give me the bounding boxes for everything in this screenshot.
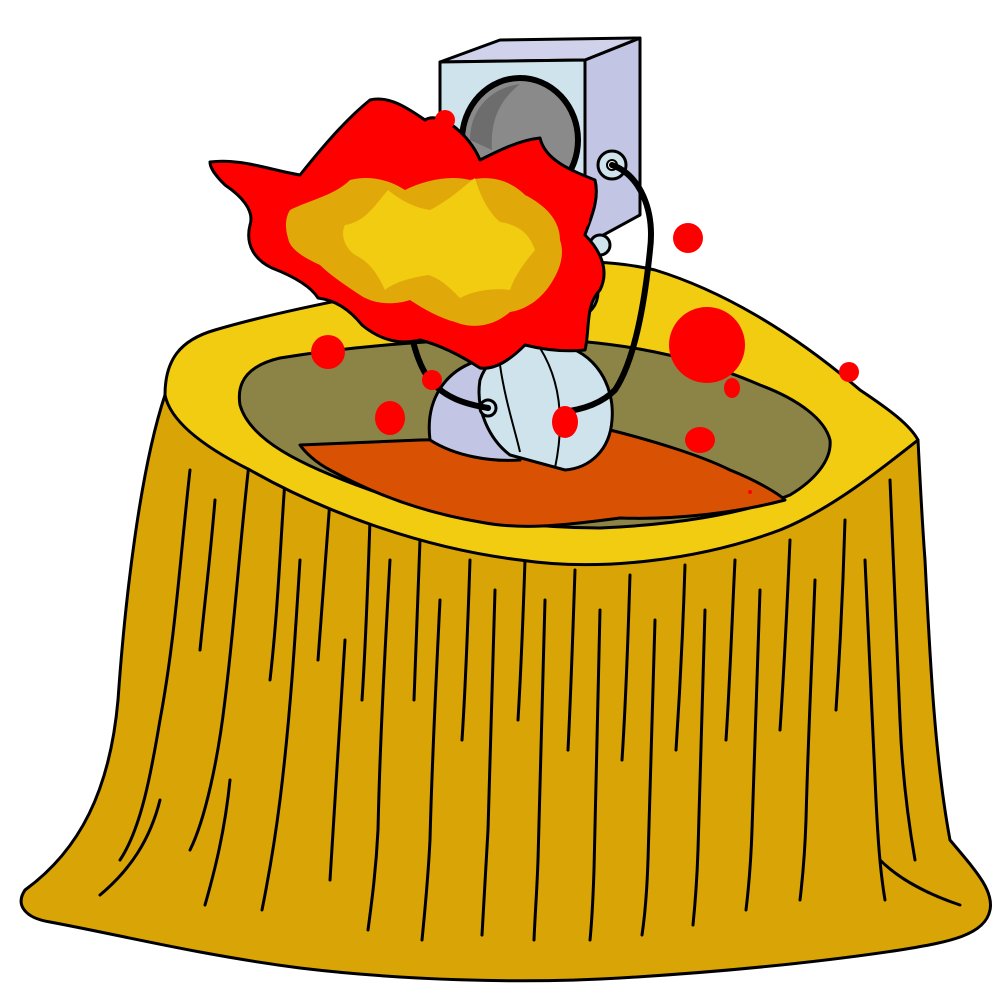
debris-spots	[311, 110, 859, 494]
detonator-opening-shadow	[470, 84, 520, 150]
bark-grain	[98, 453, 962, 942]
explosion-inner	[343, 178, 535, 298]
explosion-icon	[208, 97, 606, 370]
